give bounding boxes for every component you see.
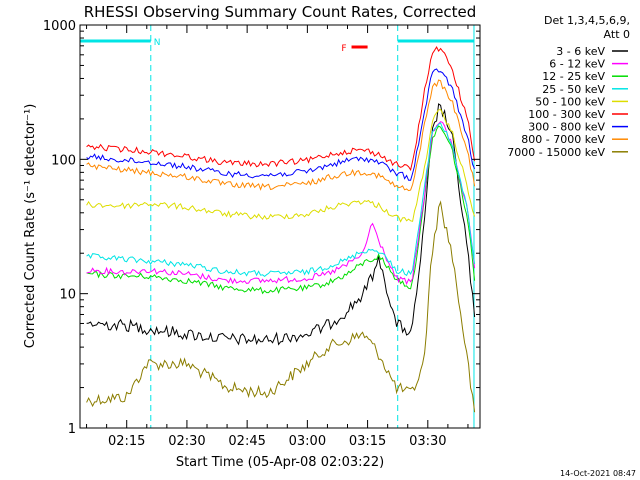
x-tick-label: 03:30	[409, 434, 446, 449]
x-tick-label: 03:00	[289, 434, 326, 449]
series-line	[86, 108, 476, 223]
plot-area: NF	[79, 24, 481, 429]
flag-bars: NF	[80, 38, 474, 54]
flag-label: N	[154, 38, 161, 48]
chart-title: RHESSI Observing Summary Count Rates, Co…	[84, 3, 477, 21]
legend-entry-label: 3 - 6 keV	[556, 45, 605, 58]
series-line	[86, 200, 476, 413]
series-line	[86, 121, 476, 286]
legend-header-line-1: Det 1,3,4,5,6,9,	[544, 14, 630, 27]
footer-timestamp: 14-Oct-2021 08:47	[560, 469, 636, 478]
series-line	[86, 68, 476, 181]
x-tick-label: 02:15	[108, 434, 145, 449]
y-tick-label: 100	[51, 153, 76, 168]
legend-entry-label: 100 - 300 keV	[528, 108, 605, 121]
series-group	[86, 45, 476, 413]
legend-entry-label: 7000 - 15000 keV	[507, 146, 605, 159]
legend-header-line-2: Att 0	[604, 28, 630, 41]
y-tick-label: 1	[68, 422, 76, 437]
legend-entry-label: 12 - 25 keV	[542, 70, 605, 83]
series-line	[86, 125, 476, 295]
y-tick-label: 1000	[43, 19, 76, 34]
legend-entry-label: 800 - 7000 keV	[521, 133, 605, 146]
x-tick-label: 02:45	[228, 434, 265, 449]
series-line	[86, 45, 476, 172]
y-axis: 1 10 100 1000	[43, 19, 480, 437]
x-tick-label: 02:30	[168, 434, 205, 449]
y-tick-label: 10	[59, 288, 76, 303]
x-axis-label: Start Time (05-Apr-08 02:03:22)	[176, 455, 384, 470]
flag-label: F	[341, 44, 346, 54]
legend-entry-label: 25 - 50 keV	[542, 83, 605, 96]
series-line	[86, 103, 476, 346]
legend-entry-label: 300 - 800 keV	[528, 121, 605, 134]
plot-frame	[79, 24, 481, 429]
x-axis: 02:15 02:30 02:45 03:00 03:15 03:30	[86, 25, 469, 449]
y-axis-label: Corrected Count Rate (s⁻¹ detector⁻¹)	[23, 104, 38, 349]
series-line	[86, 79, 476, 192]
legend-header: Det 1,3,4,5,6,9, Att 0	[544, 14, 630, 41]
series-line	[86, 122, 476, 278]
legend-entry-label: 6 - 12 keV	[549, 58, 605, 71]
legend-entry-label: 50 - 100 keV	[535, 95, 605, 108]
x-tick-label: 03:15	[349, 434, 386, 449]
